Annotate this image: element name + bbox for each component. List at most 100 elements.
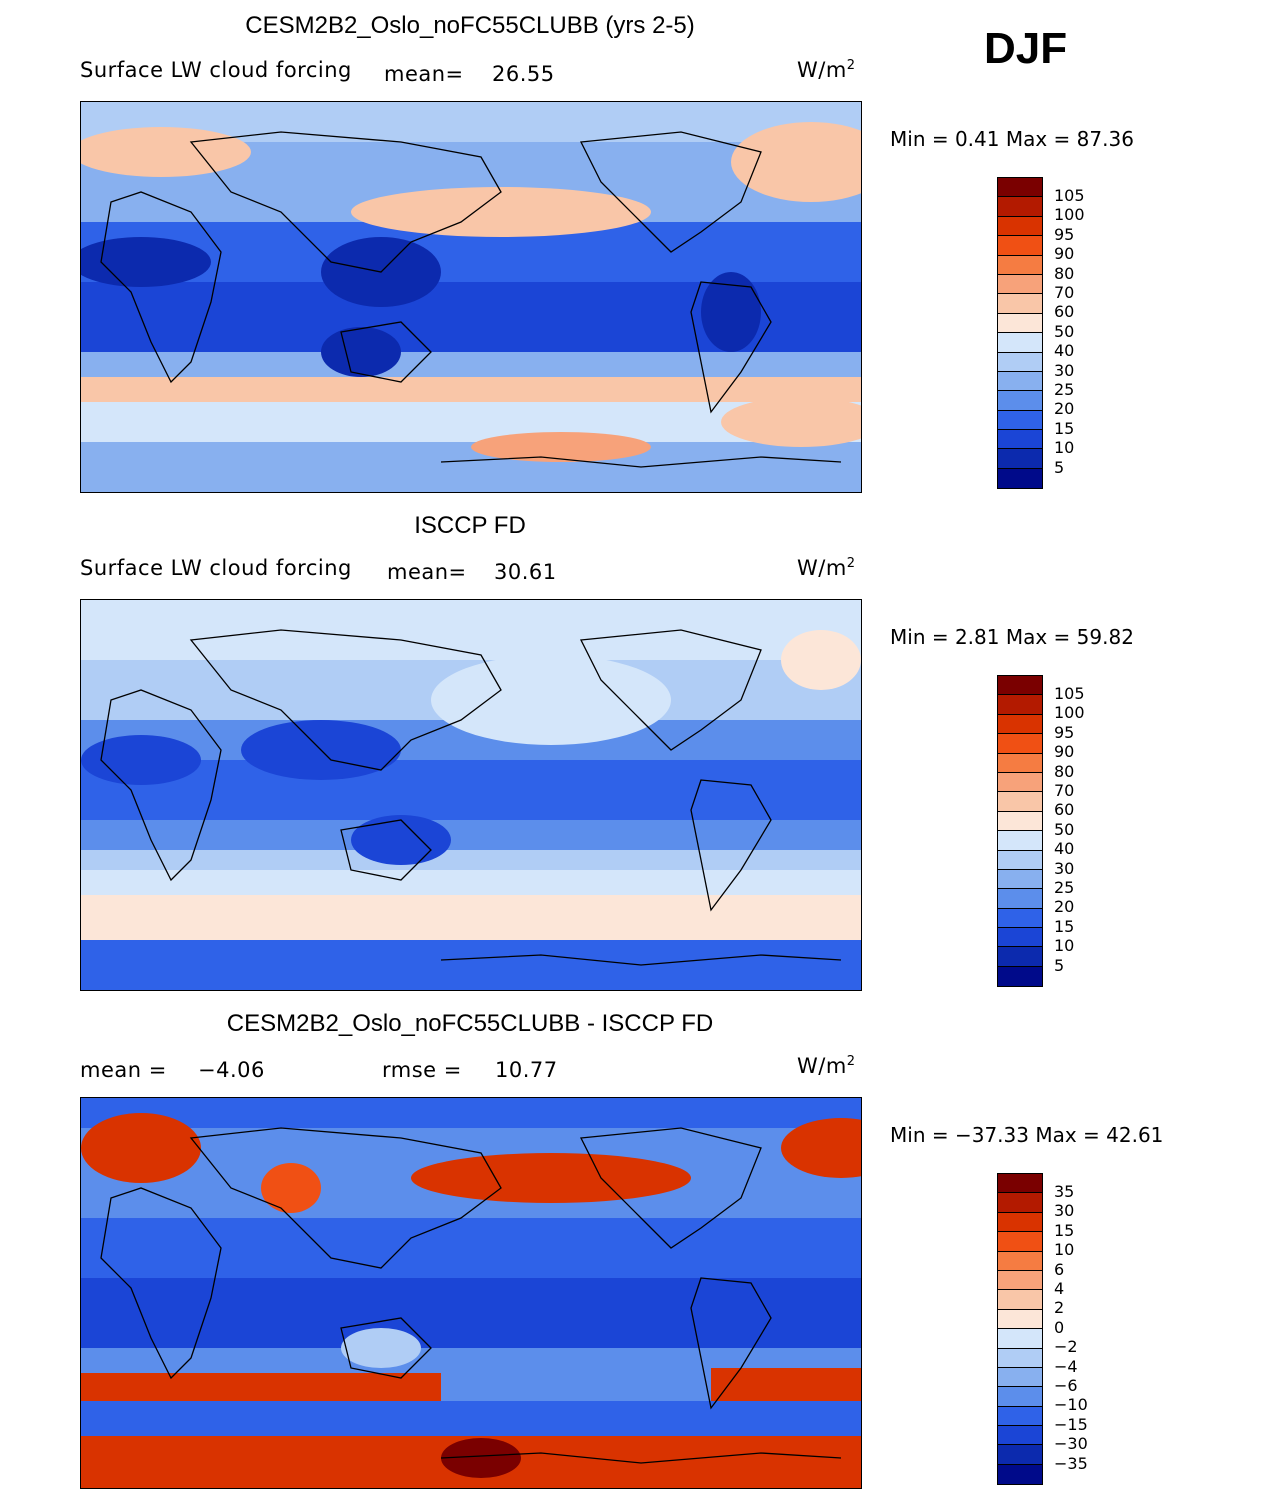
colorbar-tick-label: 90 xyxy=(1054,742,1075,762)
colorbar-tick-label: 35 xyxy=(1054,1182,1075,1201)
panel3-title: CESM2B2_Oslo_noFC55CLUBB - ISCCP FD xyxy=(226,1010,714,1037)
north-america-outline xyxy=(579,629,762,751)
map-blob xyxy=(351,815,451,865)
map-blob xyxy=(431,655,671,745)
south-america-outline xyxy=(690,1277,772,1410)
colorbar-swatch xyxy=(998,1348,1042,1368)
colorbar-tick-label: −2 xyxy=(1054,1337,1078,1357)
panel3-map xyxy=(80,1097,862,1489)
colorbar-tick-label: 25 xyxy=(1054,380,1075,399)
north-america-outline xyxy=(579,131,762,253)
panel3-rmse-label: rmse = xyxy=(382,1058,462,1082)
colorbar-swatch xyxy=(998,1445,1042,1465)
panel1-mean-label: mean= xyxy=(384,62,464,86)
colorbar-tick-label: 10 xyxy=(1054,438,1075,458)
map-blob xyxy=(81,1113,201,1183)
colorbar-tick-label: 15 xyxy=(1054,1220,1075,1240)
units-exponent: 2 xyxy=(846,58,856,73)
map-band xyxy=(81,600,861,660)
colorbar-swatch xyxy=(998,1426,1042,1446)
map-blob xyxy=(351,187,651,237)
colorbar-swatch xyxy=(998,889,1042,909)
africa-outline xyxy=(100,1187,222,1380)
map-band xyxy=(81,870,861,895)
eurasia-outline xyxy=(189,629,502,771)
colorbar-swatch xyxy=(998,333,1042,353)
panel1-title: CESM2B2_Oslo_noFC55CLUBB (yrs 2-5) xyxy=(245,12,695,39)
colorbar-swatch xyxy=(998,850,1042,870)
panel2-map-svg xyxy=(81,600,861,990)
colorbar-swatch xyxy=(998,753,1042,773)
colorbar-tick-label: 15 xyxy=(1054,418,1075,438)
africa-outline xyxy=(100,191,222,384)
panel3-mean-value: −4.06 xyxy=(198,1058,265,1082)
map-blob xyxy=(321,327,401,377)
colorbar-tick-label: 50 xyxy=(1054,819,1075,839)
panel1-map-svg xyxy=(81,102,861,492)
colorbar-tick-label: 4 xyxy=(1054,1279,1065,1298)
panel1-variable-label: Surface LW cloud forcing xyxy=(80,58,352,82)
map-band xyxy=(81,940,861,990)
colorbar-tick-label: −10 xyxy=(1054,1395,1088,1415)
map-band xyxy=(81,1218,861,1278)
colorbar-tick-label: 90 xyxy=(1054,244,1075,264)
colorbar-swatch xyxy=(998,792,1042,812)
colorbar-tick-label: 10 xyxy=(1054,936,1075,956)
colorbar-tick-label: 95 xyxy=(1054,224,1075,244)
colorbar-tick-label: 40 xyxy=(1054,341,1075,361)
colorbar-swatch xyxy=(998,928,1042,948)
map-band xyxy=(81,760,861,820)
map-band xyxy=(81,895,861,940)
colorbar-tick-label: −15 xyxy=(1054,1414,1088,1434)
colorbar-swatch xyxy=(998,811,1042,832)
panel3-units: W/m2 xyxy=(797,1054,856,1078)
coastlines xyxy=(100,1127,842,1464)
colorbar-swatch xyxy=(998,274,1042,295)
colorbar-swatch xyxy=(998,294,1042,314)
panel2-mean-value: 30.61 xyxy=(494,560,557,584)
colorbar-swatch xyxy=(998,1270,1042,1291)
map-band xyxy=(81,377,861,402)
colorbar-tick-label: 15 xyxy=(1054,916,1075,936)
north-america-outline xyxy=(579,1127,762,1249)
season-label: DJF xyxy=(984,24,1068,73)
colorbar-swatch xyxy=(998,255,1042,275)
coastlines xyxy=(100,131,842,468)
antarctica-outline xyxy=(440,1452,842,1464)
colorbar-swatch xyxy=(998,236,1042,256)
map-band xyxy=(81,1098,861,1128)
colorbar-swatch xyxy=(998,430,1042,450)
map-band xyxy=(81,1373,441,1401)
south-america-outline xyxy=(690,281,772,414)
map-band xyxy=(81,442,861,492)
map-blob xyxy=(731,122,861,202)
colorbar-swatch xyxy=(998,371,1042,392)
map-blob xyxy=(721,397,861,447)
colorbar-swatch xyxy=(998,1193,1042,1213)
colorbar-swatch xyxy=(998,947,1042,967)
colorbar-tick-label: −35 xyxy=(1054,1453,1088,1473)
colorbar-tick-label: 70 xyxy=(1054,283,1075,302)
panel2-map xyxy=(80,599,862,991)
colorbar-tick-label: 20 xyxy=(1054,897,1075,917)
colorbar-swatch xyxy=(998,352,1042,372)
panel2-mean-label: mean= xyxy=(387,560,467,584)
colorbar-tick-label: 30 xyxy=(1054,858,1075,878)
colorbar-swatch xyxy=(998,178,1042,198)
panel2-variable-label: Surface LW cloud forcing xyxy=(80,556,352,580)
colorbar-swatch xyxy=(998,1387,1042,1407)
colorbar-tick-label: 25 xyxy=(1054,878,1075,897)
colorbar-tick-label: 5 xyxy=(1054,457,1065,477)
coastlines xyxy=(100,629,842,966)
colorbar-swatch xyxy=(998,197,1042,217)
colorbar-swatch xyxy=(998,1329,1042,1349)
map-blob xyxy=(261,1163,321,1213)
antarctica-outline xyxy=(440,456,842,468)
colorbar-tick-label: 30 xyxy=(1054,360,1075,380)
colorbar-swatch xyxy=(998,1174,1042,1194)
map-blob xyxy=(781,630,861,690)
panel1-colorbar xyxy=(997,177,1043,490)
units-text: W/m xyxy=(797,58,847,82)
colorbar-swatch xyxy=(998,1367,1042,1388)
colorbar-swatch xyxy=(998,1464,1042,1485)
